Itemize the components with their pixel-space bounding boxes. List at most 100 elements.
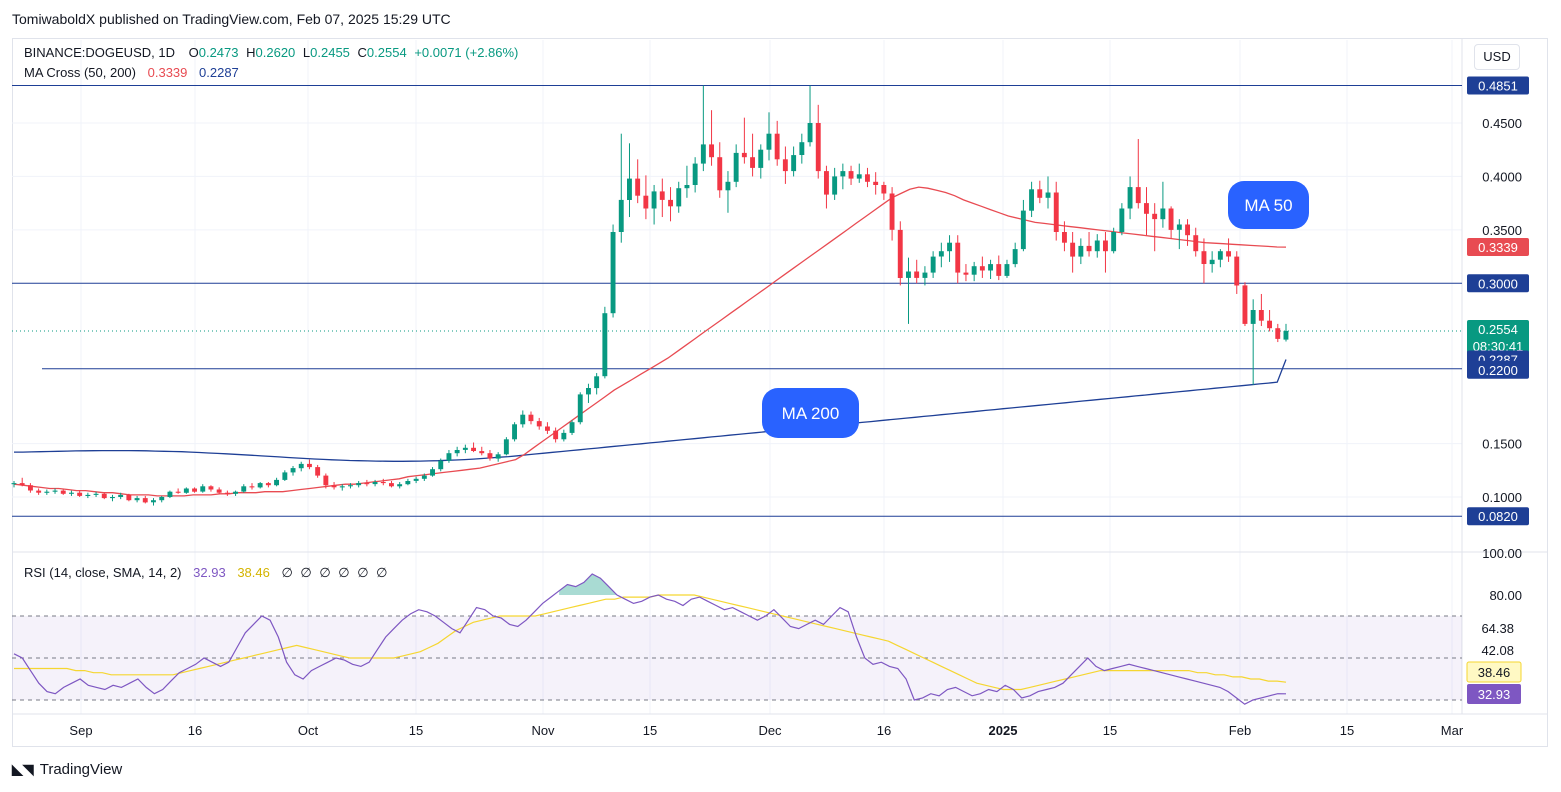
candle-body — [947, 242, 952, 252]
rsi-level-label: 64.38 — [1481, 621, 1514, 636]
candle-body — [1250, 310, 1256, 324]
time-axis-label: 15 — [1103, 723, 1117, 738]
callout-ma200-text: MA 200 — [782, 404, 840, 423]
price-label-text: 0.2200 — [1478, 363, 1518, 378]
candle-body — [988, 264, 993, 271]
tradingview-logo[interactable]: ◣◥ TradingView — [12, 761, 122, 778]
candle-body — [733, 152, 739, 182]
candle-body — [1242, 285, 1248, 324]
candle-body — [282, 472, 288, 480]
candle-body — [1258, 310, 1264, 321]
symbol-label[interactable]: BINANCE:DOGEUSD, 1D — [24, 45, 175, 60]
candle-body — [930, 256, 936, 273]
candle-body — [963, 272, 969, 275]
price-label-badge — [1467, 274, 1529, 293]
candle-body — [224, 492, 230, 494]
candle-body — [77, 492, 83, 496]
candle-body — [315, 467, 321, 476]
candle-body — [684, 185, 690, 189]
ma-legend: MA Cross (50, 200) 0.3339 0.2287 — [24, 65, 243, 80]
price-label-text: 0.0820 — [1478, 509, 1518, 524]
time-axis-label: Mar — [1441, 723, 1464, 738]
candle-body — [971, 266, 977, 275]
candle-body — [996, 264, 1002, 276]
time-axis-label: 15 — [409, 723, 423, 738]
currency-button[interactable]: USD — [1474, 44, 1520, 70]
candle-body — [36, 490, 42, 493]
time-axis-label: 15 — [643, 723, 657, 738]
candle-body — [528, 414, 534, 422]
candle-body — [922, 272, 928, 278]
chart-frame — [12, 38, 1548, 747]
price-label-text: 0.3339 — [1478, 240, 1518, 255]
time-axis-label: 16 — [877, 723, 891, 738]
candle-body — [610, 232, 616, 314]
close-label: C — [357, 45, 367, 60]
candle-body — [520, 414, 526, 425]
price-tick-label: 0.1000 — [1482, 490, 1522, 505]
candle-body — [28, 485, 33, 491]
close-value: 0.2554 — [366, 45, 407, 60]
candle-body — [331, 485, 337, 488]
candle-body — [897, 229, 903, 278]
time-axis-label: 15 — [1340, 723, 1354, 738]
candle-body — [1152, 213, 1158, 220]
candle-body — [750, 157, 755, 168]
candle-body — [1275, 328, 1281, 339]
candle-body — [545, 426, 550, 431]
candle-body — [479, 451, 485, 454]
candle-body — [1283, 330, 1289, 340]
rsi-badge-text: 32.93 — [1478, 687, 1511, 702]
price-label-badge — [1467, 238, 1529, 257]
rsi-sma-value: 38.46 — [237, 565, 270, 580]
candle-body — [1111, 232, 1117, 252]
rsi-indicator-name[interactable]: RSI (14, close, SMA, 14, 2) — [24, 565, 182, 580]
candle-body — [495, 454, 501, 459]
candle-body — [364, 483, 370, 485]
candle-body — [1226, 251, 1231, 257]
candle-body — [618, 199, 624, 232]
candle-body — [627, 178, 632, 200]
price-label-text: 0.2554 — [1478, 322, 1518, 337]
rsi-badge — [1467, 684, 1521, 704]
candle-body — [1193, 235, 1199, 252]
candle-body — [1119, 208, 1125, 232]
price-label-badge — [1467, 360, 1529, 379]
candle-body — [1234, 256, 1240, 286]
candle-body — [60, 490, 66, 494]
price-tick-label: 0.4000 — [1482, 169, 1522, 184]
candle-body — [356, 483, 362, 486]
price-tick-label: 0.3500 — [1482, 223, 1522, 238]
callout-ma200-bubble — [762, 388, 859, 438]
candle-body — [889, 193, 895, 230]
candle-body — [413, 478, 419, 481]
candle-body — [709, 144, 714, 158]
candle-body — [307, 463, 312, 468]
high-value: 0.2620 — [255, 45, 296, 60]
candle-body — [85, 494, 91, 496]
candle-body — [979, 266, 985, 271]
candle-body — [1004, 264, 1010, 276]
candle-body — [430, 469, 435, 476]
candle-body — [668, 199, 673, 207]
candle-body — [840, 171, 846, 177]
candle-body — [167, 491, 173, 497]
candle-body — [348, 485, 353, 487]
candle-body — [134, 498, 140, 501]
ma-indicator-name[interactable]: MA Cross (50, 200) — [24, 65, 136, 80]
candle-body — [512, 424, 517, 440]
price-tick-label: 0.1500 — [1482, 437, 1522, 452]
time-axis-label: Sep — [69, 723, 92, 738]
candle-body — [471, 447, 476, 451]
candle-body — [1078, 245, 1084, 257]
candle-body — [955, 242, 961, 273]
callout-ma50-bubble — [1228, 181, 1309, 229]
candle-body — [1070, 242, 1076, 257]
ohlc-legend: BINANCE:DOGEUSD, 1D O0.2473 H0.2620 L0.2… — [24, 45, 522, 60]
candle-body — [848, 171, 854, 179]
price-countdown-text: 08:30:41 — [1473, 339, 1524, 354]
candle-body — [881, 185, 887, 194]
candle-body — [725, 181, 731, 191]
candle-body — [380, 482, 386, 484]
